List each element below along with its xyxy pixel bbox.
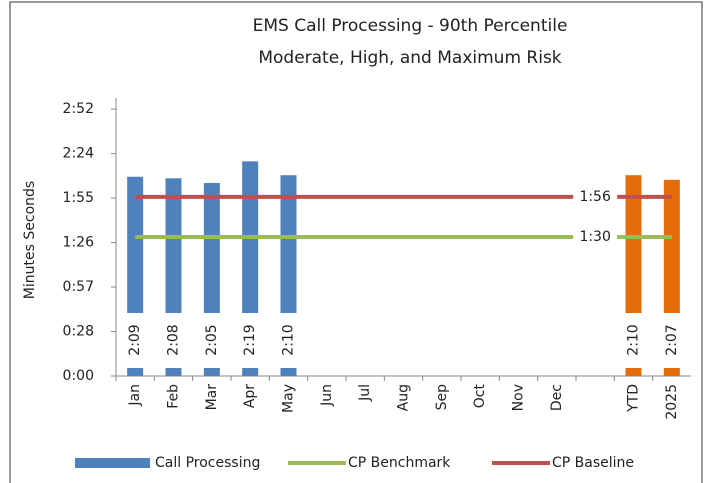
x-tick-label: 2025 [664,384,680,420]
value-label-box [573,186,618,207]
x-tick-label: Jun [319,384,335,407]
value-label: 2:10 [626,324,642,355]
x-tick-label: Sep [434,384,450,411]
x-tick-label: Jul [357,384,373,402]
y-tick-label: 0:28 [63,324,94,340]
value-label: 2:05 [204,324,220,355]
x-tick-label: Dec [549,384,565,411]
legend-swatch [75,458,150,468]
value-label-box [624,313,643,368]
value-label: 2:10 [281,324,297,355]
x-tick-label: May [281,384,297,413]
x-tick-label: Apr [242,384,258,408]
x-tick-label: Jan [127,384,143,407]
y-tick-label: 1:26 [63,235,95,251]
value-label-box [241,313,260,368]
y-tick-label: 0:57 [63,279,94,295]
value-label: 1:56 [579,189,611,205]
x-tick-label: Mar [204,384,220,411]
legend-label: Call Processing [155,455,260,471]
chart-title: EMS Call Processing - 90th Percentile [253,16,568,36]
value-label: 1:30 [579,229,610,245]
y-axis-label: Minutes Seconds [22,181,38,299]
value-label-box [279,313,298,368]
value-label: 2:07 [664,324,680,355]
legend-label: CP Baseline [552,455,634,471]
x-tick-label: Feb [166,384,182,409]
value-label-box [573,227,618,247]
x-tick-label: YTD [626,384,642,413]
y-tick-label: 1:55 [63,190,94,206]
legend-label: CP Benchmark [348,455,451,471]
value-label-box [662,313,681,368]
value-label: 2:08 [166,324,182,355]
value-label-box [126,313,145,368]
x-tick-label: Oct [472,384,488,409]
value-label-box [164,313,183,368]
x-tick-label: Aug [396,384,412,411]
value-label: 2:09 [127,324,143,355]
y-tick-label: 0:00 [63,368,94,384]
chart-subtitle: Moderate, High, and Maximum Risk [258,48,561,68]
x-tick-label: Nov [511,384,527,411]
y-tick-label: 2:24 [63,146,95,162]
value-label: 2:19 [242,324,258,355]
value-label-box [202,313,221,368]
y-tick-label: 2:52 [63,101,94,117]
